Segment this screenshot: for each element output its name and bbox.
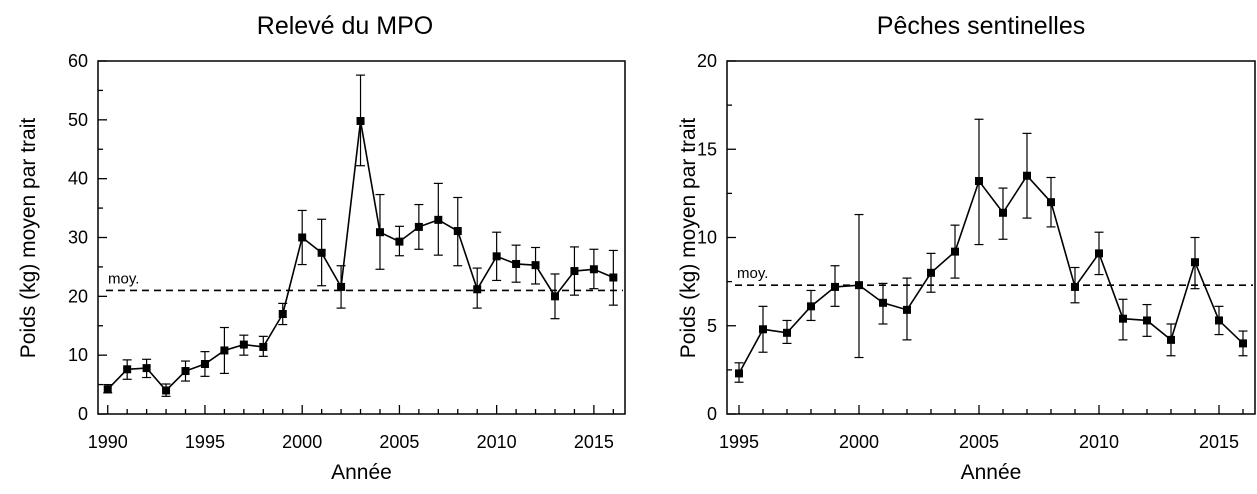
data-point — [317, 248, 326, 257]
plot-frame — [726, 60, 1256, 415]
y-tick-label: 0 — [78, 404, 88, 424]
data-point — [414, 222, 423, 231]
x-tick-label: 2000 — [839, 432, 879, 452]
data-point — [589, 265, 598, 274]
chart-plot: 0 10 20 30 40 50 60 1990 1995 2000 2005 2010 2015 moy… — [68, 51, 626, 452]
data-point — [298, 233, 307, 242]
data-point — [337, 282, 346, 291]
x-tick-label: 1995 — [719, 432, 759, 452]
mean-line-label: moy. — [108, 270, 139, 287]
data-point — [999, 208, 1007, 217]
data-point — [162, 386, 171, 395]
data-point — [903, 305, 911, 314]
data-point — [975, 177, 983, 186]
data-point — [512, 259, 521, 268]
data-point — [1023, 171, 1031, 180]
data-point — [759, 325, 767, 334]
data-point — [1071, 282, 1079, 291]
x-tick-label: 2005 — [959, 432, 999, 452]
chart-panel-left: Relevé du MPO Poids (kg) moyen par trait… — [0, 0, 628, 494]
data-point — [879, 298, 887, 307]
data-point — [181, 367, 190, 376]
data-point — [239, 340, 248, 349]
data-point — [395, 237, 404, 246]
data-point — [259, 342, 268, 351]
data-point — [278, 309, 287, 318]
y-tick-label: 15 — [697, 139, 717, 159]
x-tick-label: 2010 — [477, 432, 517, 452]
y-tick-label: 0 — [707, 404, 717, 424]
data-point — [375, 228, 384, 237]
x-tick-label: 1990 — [88, 432, 128, 452]
data-point — [807, 302, 815, 311]
y-tick-label: 40 — [68, 169, 88, 189]
data-point — [1239, 339, 1247, 348]
y-tick-label: 20 — [68, 286, 88, 306]
y-tick-label: 10 — [68, 345, 88, 365]
y-tick-label: 50 — [68, 110, 88, 130]
data-point — [200, 359, 209, 368]
series-line — [738, 174, 1244, 374]
y-tick-label: 60 — [68, 51, 88, 71]
data-point — [1167, 335, 1175, 344]
data-point — [951, 247, 959, 256]
x-tick-label: 1995 — [185, 432, 225, 452]
x-tick-label: 2000 — [282, 432, 322, 452]
chart-panel-right: Pêches sentinelles Poids (kg) moyen par … — [628, 0, 1257, 494]
plot-frame — [97, 60, 626, 415]
data-point — [142, 364, 151, 373]
data-point — [1143, 316, 1151, 325]
y-tick-label: 5 — [707, 316, 717, 336]
y-tick-label: 20 — [697, 51, 717, 71]
chart-plot: 0 5 10 15 20 1995 2000 2005 2010 2015 moy. — [697, 51, 1256, 452]
x-tick-label: 2005 — [379, 432, 419, 452]
data-point — [783, 328, 791, 337]
y-tick-label: 10 — [697, 228, 717, 248]
y-tick-label: 30 — [68, 228, 88, 248]
data-point — [434, 215, 443, 224]
x-tick-label: 2010 — [1079, 432, 1119, 452]
data-point — [220, 346, 229, 355]
data-point — [855, 281, 863, 290]
x-axis-label: Année — [960, 461, 1022, 484]
data-point — [1191, 258, 1199, 267]
data-point — [609, 273, 618, 282]
data-point — [356, 117, 365, 126]
data-point — [570, 267, 579, 276]
data-point — [531, 261, 540, 270]
x-tick-label: 2015 — [574, 432, 614, 452]
data-point — [123, 365, 132, 374]
chart-title: Pêches sentinelles — [876, 12, 1086, 40]
x-tick-label: 2015 — [1199, 432, 1239, 452]
data-point — [453, 227, 462, 236]
chart-title: Relevé du MPO — [256, 12, 434, 40]
mean-line-label: moy. — [737, 265, 768, 282]
data-point — [831, 282, 839, 291]
data-point — [103, 385, 112, 394]
data-point — [1119, 314, 1127, 323]
data-point — [550, 292, 559, 301]
data-point — [473, 285, 482, 294]
data-point — [492, 252, 501, 261]
data-point — [735, 369, 743, 378]
x-axis-label: Année — [331, 461, 392, 484]
data-point — [1095, 249, 1103, 258]
data-point — [1047, 198, 1055, 207]
data-point — [927, 268, 935, 277]
data-point — [1215, 316, 1223, 325]
